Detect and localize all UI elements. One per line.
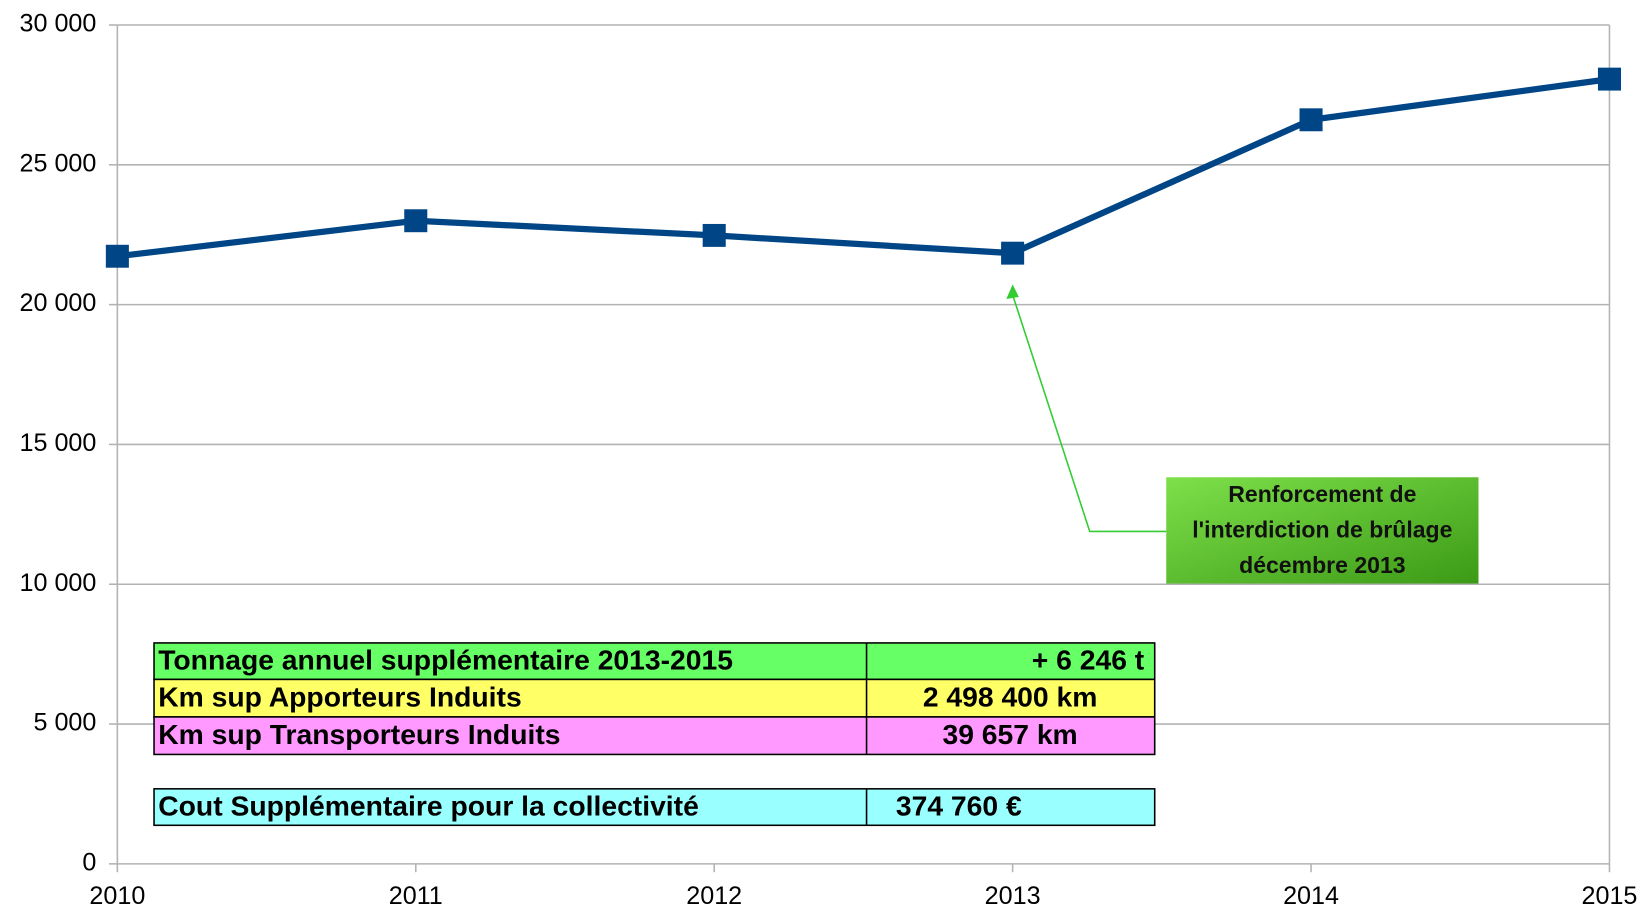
x-tick-label: 2011 xyxy=(389,882,443,910)
x-tick-label: 2013 xyxy=(985,882,1041,910)
line xyxy=(116,76,1610,260)
annotation-arrow xyxy=(1011,294,1167,533)
table-value: 2 498 400 km xyxy=(923,681,1098,713)
table-label: Km sup Transporteurs Induits xyxy=(158,718,560,750)
annotation-text: l'interdiction de brûlage xyxy=(1192,517,1452,543)
y-tick-label: 5 000 xyxy=(34,709,97,737)
y-tick-label: 0 xyxy=(82,849,96,877)
x-tick-label: 2015 xyxy=(1582,882,1638,910)
y-tick-label: 20 000 xyxy=(20,289,97,317)
table-value: + 6 246 t xyxy=(1032,644,1145,676)
table-label: Km sup Apporteurs Induits xyxy=(158,681,521,713)
x-tick-label: 2012 xyxy=(686,882,742,910)
annotation-text: Renforcement de xyxy=(1228,481,1416,507)
marker xyxy=(702,223,726,247)
table-value: 39 657 km xyxy=(942,718,1077,750)
y-tick-label: 30 000 xyxy=(20,10,97,38)
table-row xyxy=(153,716,1156,756)
marker xyxy=(1597,67,1621,91)
y-tick-label: 25 000 xyxy=(20,149,97,177)
table-label: Cout Supplémentaire pour la collectivité xyxy=(158,790,699,822)
marker xyxy=(105,244,129,268)
marker xyxy=(1299,108,1323,132)
table-label: Tonnage annuel supplémentaire 2013-2015 xyxy=(158,644,733,676)
x-tick-label: 2014 xyxy=(1283,882,1339,910)
table-row xyxy=(153,678,1156,718)
table-value: 374 760 € xyxy=(896,790,1022,822)
marker xyxy=(1001,241,1025,265)
table-row xyxy=(153,788,1156,827)
annotation-arrowhead xyxy=(1006,284,1019,300)
annotation-text: décembre 2013 xyxy=(1239,552,1405,578)
table-row xyxy=(153,642,1156,681)
marker xyxy=(404,209,428,233)
x-tick-label: 2010 xyxy=(89,882,145,910)
y-tick-label: 10 000 xyxy=(20,569,97,597)
annotation-box xyxy=(1166,477,1479,584)
y-tick-label: 15 000 xyxy=(20,429,97,457)
